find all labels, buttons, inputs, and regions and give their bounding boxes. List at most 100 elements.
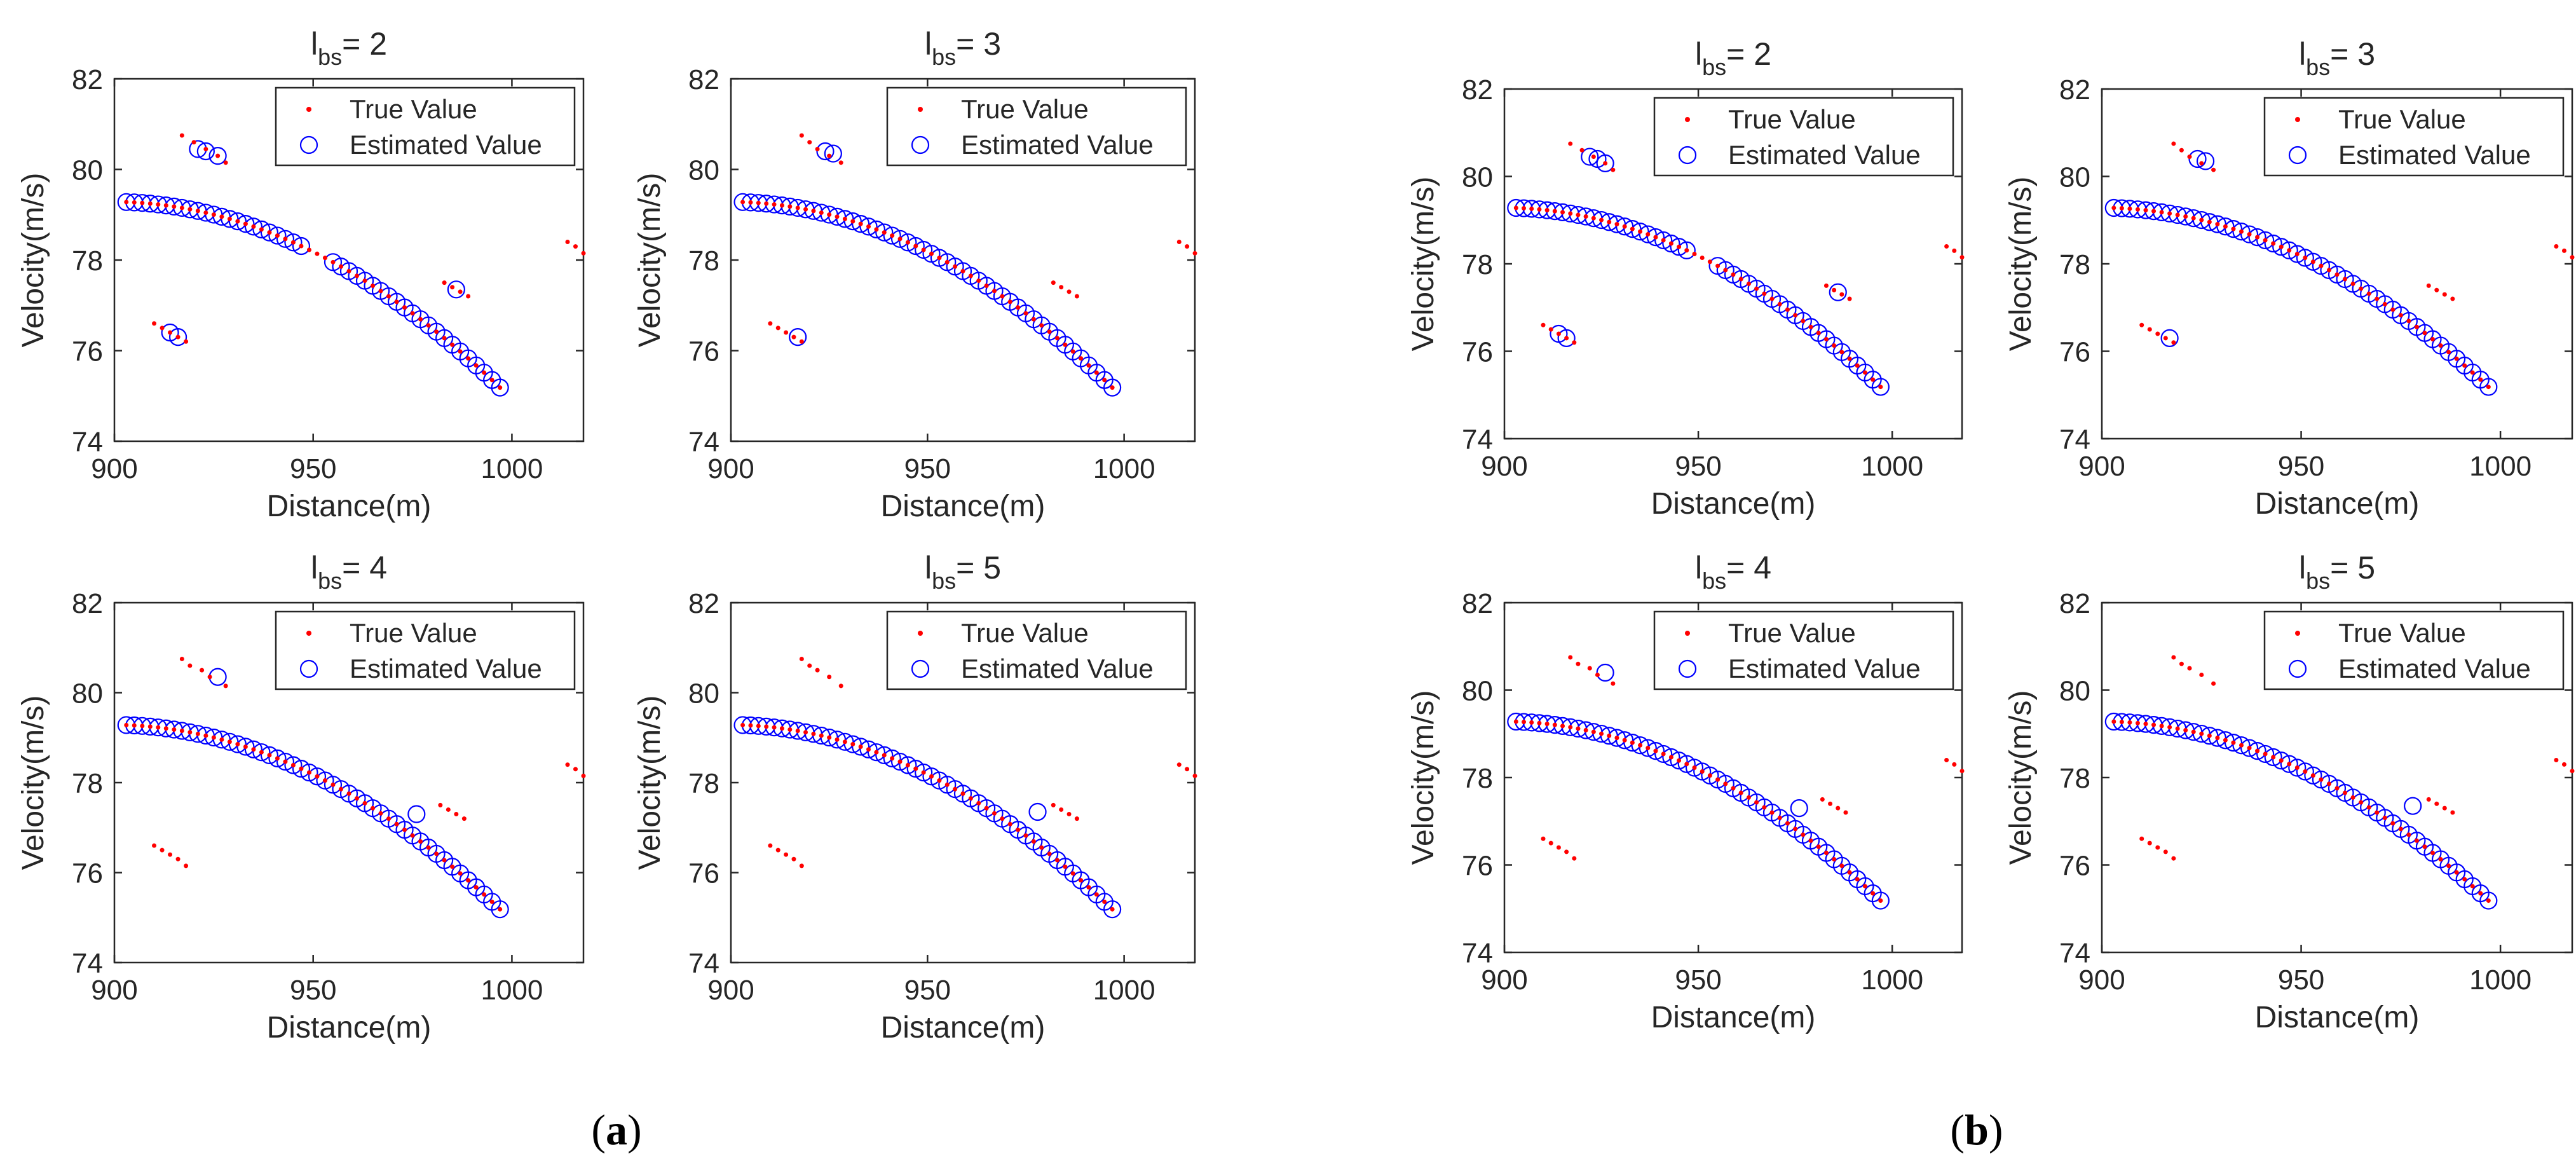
true-value-marker (482, 892, 487, 897)
true-value-marker (827, 675, 832, 680)
true-value-marker (1839, 863, 1844, 868)
y-tick-label: 82 (688, 64, 719, 95)
true-value-marker (905, 762, 910, 767)
true-value-marker (474, 885, 479, 890)
true-value-marker (1568, 725, 1573, 730)
true-value-marker (2139, 322, 2144, 327)
true-value-marker (775, 326, 780, 331)
estimated-value-marker (1871, 891, 1890, 910)
true-value-marker (1785, 821, 1790, 826)
legend: True Value Estimated Value (1653, 97, 1954, 177)
true-value-marker (442, 858, 447, 863)
true-value-marker (1074, 294, 1079, 299)
true-value-marker (1715, 777, 1721, 782)
true-value-marker (132, 723, 137, 728)
true-value-marker (1677, 244, 1682, 249)
y-axis-label: Velocity(m/s) (17, 173, 50, 348)
x-tick-label: 950 (290, 975, 336, 1006)
legend-box (886, 610, 1187, 690)
estimated-value-marker (276, 752, 295, 771)
estimated-value-marker (284, 756, 303, 774)
true-value-marker (482, 370, 487, 375)
true-value-marker (1777, 301, 1782, 306)
legend-label-estimated-value: Estimated Value (961, 654, 1154, 683)
true-value-marker (819, 210, 824, 216)
estimated-value-marker (1596, 154, 1614, 172)
y-tick-label: 82 (688, 588, 719, 619)
estimated-value-marker (2160, 329, 2179, 347)
true-value-marker (1692, 765, 1697, 771)
true-value-marker (1820, 797, 1825, 802)
true-value-marker (1079, 356, 1084, 361)
x-tick-label: 1000 (1093, 453, 1155, 484)
true-value-marker (968, 273, 973, 278)
x-tick-label: 900 (1481, 451, 1527, 482)
y-tick-label: 76 (72, 858, 103, 889)
true-value-marker (784, 852, 789, 857)
true-value-marker (2155, 845, 2160, 850)
y-tick-label: 74 (72, 427, 103, 458)
true-value-marker (1746, 281, 1751, 286)
true-value-marker (2211, 167, 2216, 172)
subplot-a-5: 900 950 1000 74 76 78 80 82 Distance(m) Velocity(… (633, 550, 1197, 1045)
true-value-marker (1039, 323, 1044, 328)
true-value-marker (2287, 762, 2292, 767)
true-value-marker (1801, 319, 1806, 324)
true-value-marker (1754, 800, 1759, 805)
estimated-value-marker (890, 752, 910, 771)
true-value-marker (322, 256, 327, 261)
true-value-marker (1047, 329, 1052, 334)
true-value-marker (2159, 724, 2164, 729)
true-value-marker (2570, 769, 2575, 774)
true-value-marker (799, 339, 804, 344)
legend-label-estimated-value: Estimated Value (350, 130, 542, 160)
legend-estimated-value-marker (911, 135, 930, 154)
estimated-value-marker (816, 142, 835, 161)
legend: True Value Estimated Value (886, 610, 1187, 690)
true-value-marker (929, 774, 934, 779)
true-value-marker (251, 224, 256, 229)
true-value-marker (1023, 833, 1028, 838)
true-value-marker (1039, 845, 1044, 850)
true-value-marker (2175, 212, 2180, 217)
true-value-marker (1513, 719, 1518, 724)
true-value-marker (1762, 291, 1767, 296)
estimated-value-marker (883, 749, 901, 767)
true-value-marker (2366, 805, 2371, 810)
true-value-marker (913, 766, 918, 771)
true-value-marker (2207, 733, 2212, 738)
x-tick-label: 950 (290, 453, 336, 484)
true-value-marker (402, 305, 407, 310)
true-value-marker (929, 251, 934, 256)
y-axis-label: Velocity(m/s) (633, 173, 667, 348)
subplot-b-4: 900 950 1000 74 76 78 80 82 Distance(m) Velocity(… (1407, 550, 1965, 1034)
true-value-marker (140, 724, 145, 729)
true-value-marker (1067, 289, 1072, 294)
estimated-value-marker (1103, 900, 1122, 919)
true-value-marker (1572, 856, 1577, 861)
estimated-value-marker (2288, 758, 2307, 777)
true-value-marker (984, 283, 989, 288)
true-value-marker (2462, 877, 2467, 882)
true-value-marker (1110, 907, 1115, 912)
true-value-marker (1646, 232, 1651, 237)
true-value-marker (976, 278, 981, 284)
true-value-marker (2287, 248, 2292, 253)
true-value-marker (842, 739, 847, 744)
legend-label-estimated-value: Estimated Value (1728, 654, 1921, 683)
true-value-marker (1614, 736, 1619, 741)
true-value-marker (740, 722, 746, 727)
legend: True Value Estimated Value (2263, 97, 2565, 177)
y-tick-label: 80 (72, 155, 103, 186)
data-marks (733, 133, 1197, 397)
true-value-marker (187, 663, 193, 668)
y-tick-label: 80 (688, 155, 719, 186)
chart-title: lbs= 2 (1695, 36, 1771, 80)
true-value-marker (195, 731, 200, 736)
data-marks (1507, 141, 1965, 396)
true-value-marker (748, 723, 753, 728)
true-value-marker (1599, 217, 1604, 223)
true-value-marker (184, 863, 189, 868)
true-value-marker (2375, 810, 2380, 815)
legend: True Value Estimated Value (886, 86, 1187, 167)
